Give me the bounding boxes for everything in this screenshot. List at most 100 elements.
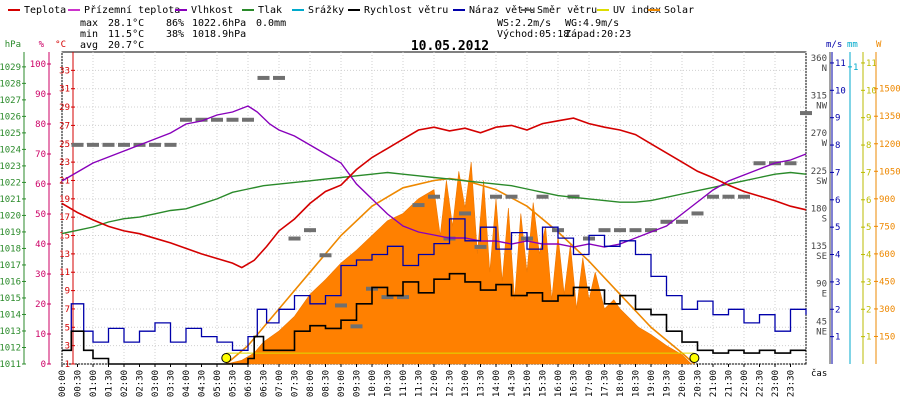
x-tick-label: 22:00 [740,370,750,397]
temperature-axis-tick-label: 19 [59,195,70,205]
humidity-axis-tick-label: 20 [35,300,46,310]
uv-axis-tick-label: 5 [866,223,871,233]
x-tick-label: 17:00 [585,370,595,397]
x-tick-label: 06:00 [244,370,254,397]
temperature-axis-tick-label: 15 [59,232,70,242]
solar-axis-tick-label: 450 [879,277,895,287]
wind-axis-tick-label: 6 [835,196,840,206]
temperature-line [61,117,807,269]
solar-axis-tick-label: 900 [879,195,895,205]
uv-axis-tick-label: 8 [866,141,871,151]
temperature-axis-tick-label: 9 [65,287,70,297]
stat-min-humidity: 38% [166,29,184,40]
x-tick-label: 02:30 [136,370,146,397]
direction-axis-label: 270 [811,129,827,139]
x-tick-label: 00:30 [74,370,84,397]
pressure-axis-tick-label: 1027 [0,96,21,106]
pressure-line [61,171,807,235]
legend: Teplota Přízemní teplota Vlhkost Tlak Srážky… [8,4,694,16]
rain-axis-title: mm [847,40,858,50]
direction-axis-label: N [822,64,827,74]
temperature-axis-tick-label: 13 [59,250,70,260]
stat-wind-gust: WG:4.9m/s [565,18,619,29]
temperature-axis-tick-label: 1 [65,360,70,370]
x-tick-label: 01:30 [105,370,115,397]
solar-axis-tick-label: 1350 [879,112,900,122]
uv-axis-tick-label: 11 [866,59,877,69]
temperature-axis-tick-label: 3 [65,342,70,352]
solar-axis-tick-label: 750 [879,222,895,232]
humidity-axis-tick-label: 80 [35,120,46,130]
humidity-axis-tick-label: 100 [30,60,46,70]
x-tick-label: 05:30 [229,370,239,397]
direction-axis-label: S [822,214,827,224]
axes: 1011101210131014101510161017101810191020… [0,40,900,370]
pressure-axis-tick-label: 1017 [0,261,21,271]
pressure-axis-tick-label: 1021 [0,195,21,205]
direction-axis-label: 135 [811,242,827,252]
x-tick-label: 16:00 [554,370,564,397]
temperature-axis-tick-label: 21 [59,176,70,186]
x-tick-label: 10:30 [384,370,394,397]
pressure-axis-tick-label: 1013 [0,327,21,337]
stat-min-temp: 11.5°C [108,29,144,40]
x-tick-label: 14:30 [508,370,518,397]
x-tick-label: 19:00 [647,370,657,397]
temperature-axis-tick-label: 27 [59,121,70,131]
wind-axis-tick-label: 4 [835,251,840,261]
legend-label-4: Srážky [308,4,344,16]
pressure-axis-tick-label: 1020 [0,211,21,221]
temperature-axis-tick-label: 17 [59,213,70,223]
temperature-axis-tick-label: 31 [59,85,70,95]
humidity-axis-tick-label: 60 [35,180,46,190]
pressure-axis-tick-label: 1022 [0,178,21,188]
stat-wind-speed: WS:2.2m/s [497,18,551,29]
x-tick-label: 07:00 [275,370,285,397]
uv-axis-tick-label: 4 [866,251,871,261]
solar-area [226,162,693,365]
uv-axis-tick-label: 10 [866,86,877,96]
stat-min-pressure: 1018.9hPa [192,29,246,40]
pressure-axis-tick-label: 1026 [0,112,21,122]
pressure-axis-tick-label: 1015 [0,294,21,304]
x-tick-label: 08:30 [322,370,332,397]
pressure-axis-tick-label: 1029 [0,63,21,73]
x-tick-label: 20:30 [694,370,704,397]
legend-label-6: Náraz větru [469,4,535,16]
legend-label-8: UV index [613,5,661,16]
x-axis: 00:00 00:30 01:00 01:30 02:00 02:30 03:00 03:30… [58,364,827,397]
x-tick-label: 09:30 [353,370,363,397]
rain-axis-tick-label: 1 [853,63,858,73]
pressure-axis-tick-label: 1024 [0,145,21,155]
solar-axis-tick-label: 1500 [879,85,900,95]
stat-max-pressure: 1022.6hPa [192,18,246,29]
legend-label-1: Přízemní teplota [84,4,180,16]
x-tick-label: 08:00 [306,370,316,397]
uv-axis-tick-label: 7 [866,168,871,178]
humidity-line [61,105,807,248]
uv-axis-tick-label: 1 [866,333,871,343]
temperature-axis-tick-label: 11 [59,268,70,278]
x-tick-label: 15:00 [523,370,533,397]
wind-axis-tick-label: 1 [835,333,840,343]
x-tick-label: 03:30 [167,370,177,397]
uv-axis-tick-label: 2 [866,305,871,315]
solar-axis-tick-label: 1200 [879,140,900,150]
humidity-axis-tick-label: 10 [35,330,46,340]
humidity-axis-title: % [39,40,45,50]
x-tick-label: 20:00 [678,370,688,397]
x-tick-label: 00:00 [58,370,68,397]
x-tick-label: 17:30 [601,370,611,397]
x-tick-label: 05:00 [213,370,223,397]
x-tick-label: 21:30 [725,370,735,397]
pressure-axis-tick-label: 1012 [0,343,21,353]
pressure-axis-tick-label: 1028 [0,79,21,89]
stat-avg-label: avg [80,40,98,51]
x-tick-label: 10:00 [368,370,378,397]
humidity-axis-tick-label: 0 [41,360,46,370]
wind-gust-line [62,218,807,351]
x-tick-label: 07:30 [291,370,301,397]
stat-max-label: max [80,18,98,29]
stat-avg-temp: 20.7°C [108,40,144,51]
